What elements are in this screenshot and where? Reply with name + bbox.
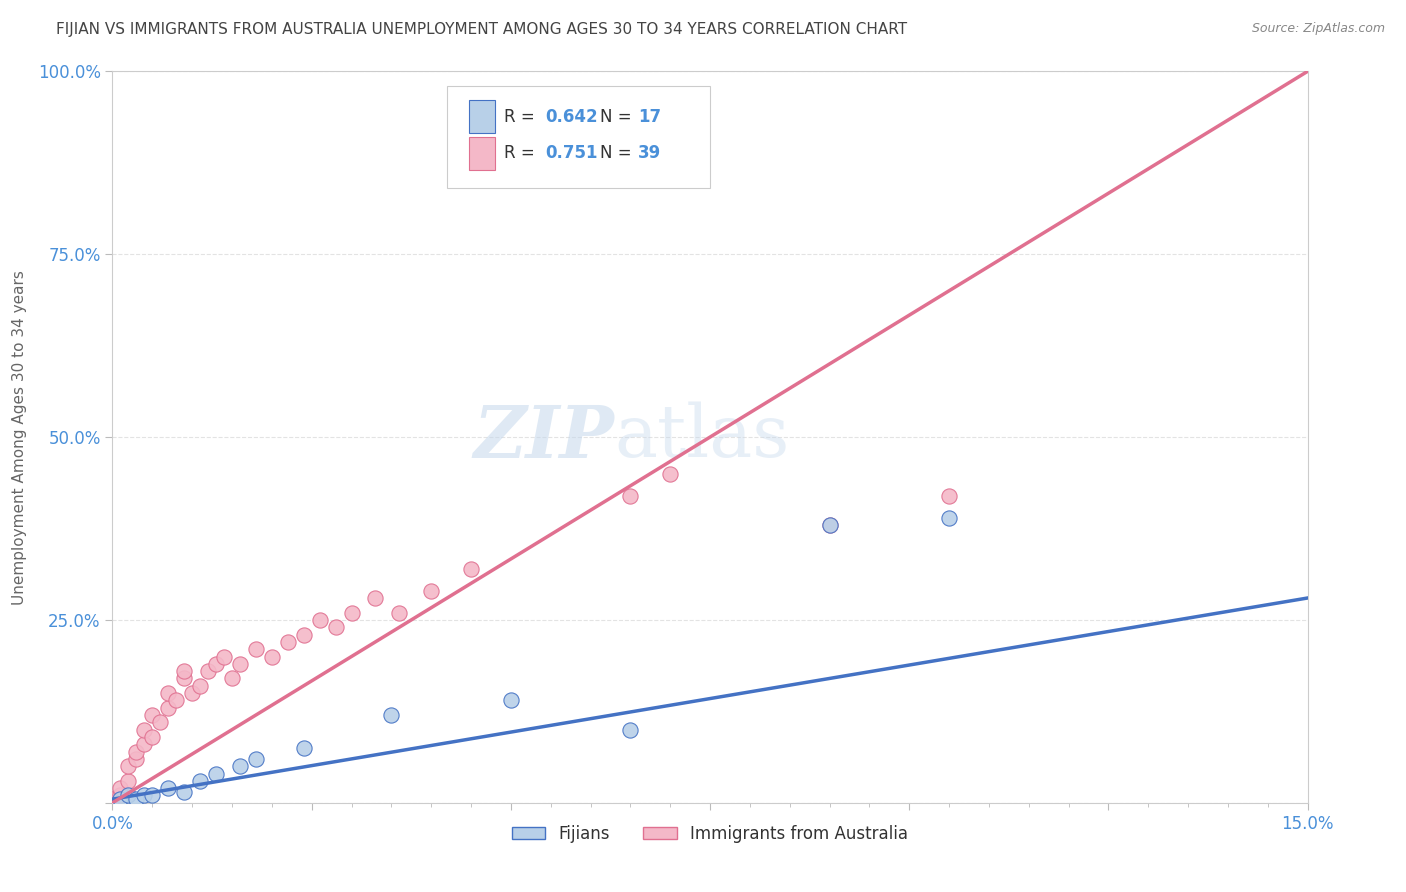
Point [659,467,682,481]
Text: ZIP: ZIP [474,401,614,473]
Point [157,700,180,714]
Text: 0.642: 0.642 [546,108,598,126]
Point [212,649,235,664]
Point [141,730,163,744]
Text: 0.751: 0.751 [546,145,598,162]
Text: R =: R = [505,108,540,126]
Text: FIJIAN VS IMMIGRANTS FROM AUSTRALIA UNEMPLOYMENT AMONG AGES 30 TO 34 YEARS CORRE: FIJIAN VS IMMIGRANTS FROM AUSTRALIA UNEM… [56,22,907,37]
Point [117,789,139,803]
Point [818,517,841,532]
Point [149,715,172,730]
Point [938,489,960,503]
Point [340,606,363,620]
Point [173,785,195,799]
FancyBboxPatch shape [468,100,495,133]
Point [188,773,211,788]
Text: 17: 17 [638,108,661,126]
Point [188,679,211,693]
Text: N =: N = [600,108,637,126]
Text: atlas: atlas [614,401,790,473]
Point [229,759,252,773]
Point [134,723,156,737]
Point [245,642,267,657]
Point [157,781,180,796]
Point [134,737,156,751]
Point [205,657,228,671]
FancyBboxPatch shape [468,136,495,169]
Point [260,649,283,664]
Point [117,759,139,773]
Text: N =: N = [600,145,637,162]
Point [141,708,163,723]
Point [110,789,132,803]
Point [229,657,252,671]
Point [125,752,148,766]
Text: R =: R = [505,145,540,162]
Point [165,693,187,707]
Point [938,510,960,524]
Point [818,517,841,532]
Point [141,789,163,803]
Y-axis label: Unemployment Among Ages 30 to 34 years: Unemployment Among Ages 30 to 34 years [11,269,27,605]
Point [205,766,228,780]
Point [157,686,180,700]
Point [380,708,402,723]
Point [173,672,195,686]
Point [110,792,132,806]
Point [619,489,641,503]
Point [388,606,411,620]
Point [364,591,387,605]
Point [134,789,156,803]
Point [420,583,443,598]
Point [277,635,299,649]
Point [197,664,219,678]
Point [292,740,315,755]
Point [173,664,195,678]
Point [181,686,204,700]
Text: 39: 39 [638,145,662,162]
Legend: Fijians, Immigrants from Australia: Fijians, Immigrants from Australia [505,818,915,849]
Point [619,723,641,737]
Point [110,781,132,796]
Point [125,745,148,759]
Point [101,792,124,806]
FancyBboxPatch shape [447,86,710,188]
Point [245,752,267,766]
Point [221,672,243,686]
Point [292,627,315,641]
Point [460,562,482,576]
Point [499,693,522,707]
Point [117,773,139,788]
Point [308,613,330,627]
Point [125,792,148,806]
Text: Source: ZipAtlas.com: Source: ZipAtlas.com [1251,22,1385,36]
Point [325,620,347,634]
